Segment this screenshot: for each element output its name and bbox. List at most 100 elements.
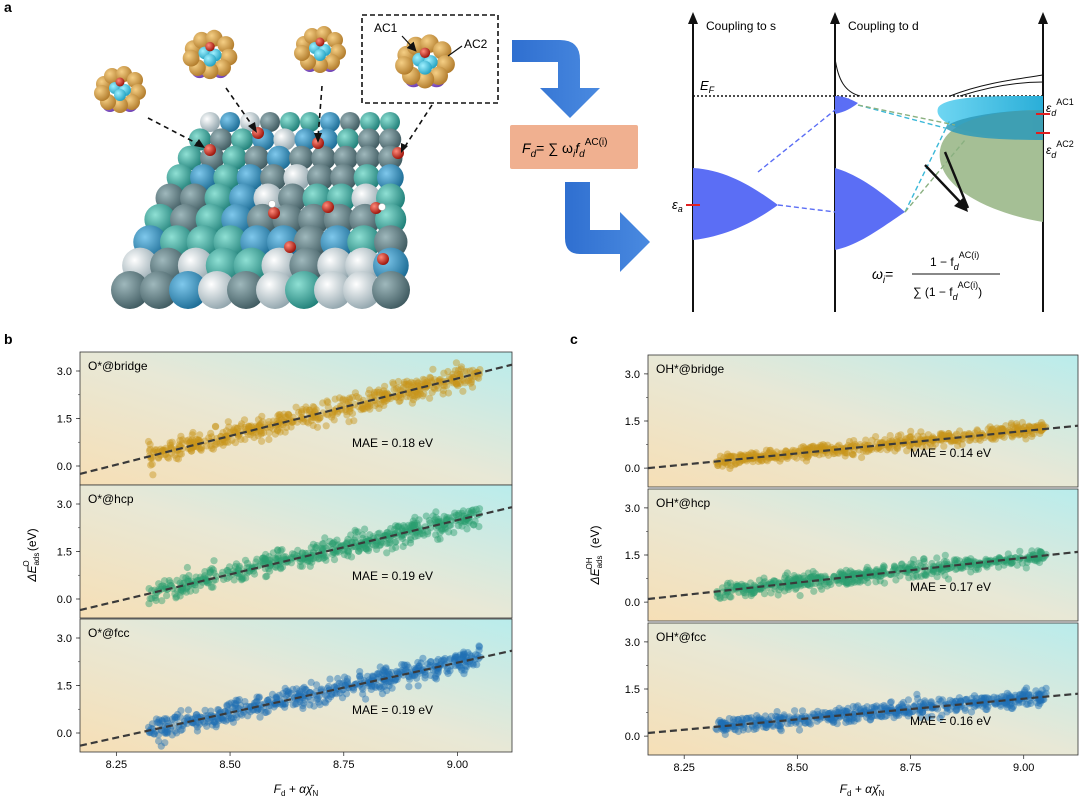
data-point [401,539,410,547]
data-point [177,586,185,594]
data-point [199,574,207,582]
data-point [383,549,391,557]
data-point [272,693,280,701]
data-point [177,450,185,458]
data-point [469,508,477,516]
data-point [953,556,961,564]
data-point [382,397,390,405]
data-point [166,441,175,449]
data-point [281,703,289,711]
data-point [852,442,861,450]
data-point [223,702,231,710]
data-point [380,667,388,675]
data-point [727,462,735,470]
data-point [454,379,462,387]
data-point [845,718,853,726]
data-point [739,588,748,597]
data-point [734,715,743,724]
data-point [1014,696,1022,704]
data-point [818,585,826,593]
data-point [937,431,945,439]
data-point [314,555,322,563]
data-point [835,579,843,587]
data-point [294,546,302,555]
data-point [1020,423,1029,431]
eps-ac2-label: εdAC2 [1046,139,1074,160]
data-point [259,554,267,563]
data-point [278,563,287,571]
data-point [406,675,414,683]
data-point [233,430,242,438]
surface-atom [256,271,294,309]
data-point [256,421,264,429]
data-point [885,443,893,452]
data-point [393,675,401,684]
data-point [375,529,383,537]
data-point [979,702,987,710]
data-point [871,711,879,720]
data-point [793,454,801,462]
data-point [843,708,851,716]
data-point [841,452,849,460]
data-point [469,521,477,529]
data-point [721,591,730,599]
surface-atom [360,112,380,132]
data-point [444,367,452,376]
data-point [781,574,789,582]
data-point [784,583,792,592]
data-point [281,700,289,708]
data-point [393,667,401,675]
data-point [819,450,827,458]
data-point [718,462,727,470]
data-point [917,562,925,570]
data-point [906,433,914,441]
data-point [162,444,170,452]
data-point [196,573,205,581]
data-point [458,522,466,530]
data-point [469,659,477,668]
data-point [410,521,419,529]
data-point [373,400,381,408]
data-point [201,572,209,580]
data-point [961,696,969,704]
data-point [464,377,472,385]
data-point [1025,422,1033,430]
data-point [234,566,242,574]
surface-atom [210,128,233,151]
data-point [431,385,439,393]
data-point [247,422,255,430]
data-point [880,701,888,710]
surface-atom [372,271,410,309]
data-point [990,433,999,441]
data-point [344,675,352,683]
data-point [919,700,928,708]
data-point [307,696,315,704]
data-point [424,660,432,668]
data-point [783,569,792,577]
data-point [994,429,1002,437]
data-point [782,583,790,591]
data-point [338,680,346,688]
data-point [809,567,817,576]
data-point [772,452,780,460]
data-point [1006,692,1014,701]
y-tick-label: 0.0 [57,594,72,606]
data-point [967,555,975,563]
data-point [1015,695,1024,704]
data-point [892,710,900,718]
data-point [163,728,171,736]
data-point [364,537,372,545]
data-point [818,709,827,717]
data-point [358,531,367,539]
data-point [434,535,442,544]
surface-atom [198,271,236,309]
data-point [383,529,391,537]
data-point [298,549,307,557]
adsorbate-oxygen [268,207,280,219]
data-point [411,392,419,400]
data-point [330,556,339,564]
data-point [984,703,992,711]
data-point [255,694,263,702]
data-point [785,575,793,583]
data-point [848,715,856,723]
